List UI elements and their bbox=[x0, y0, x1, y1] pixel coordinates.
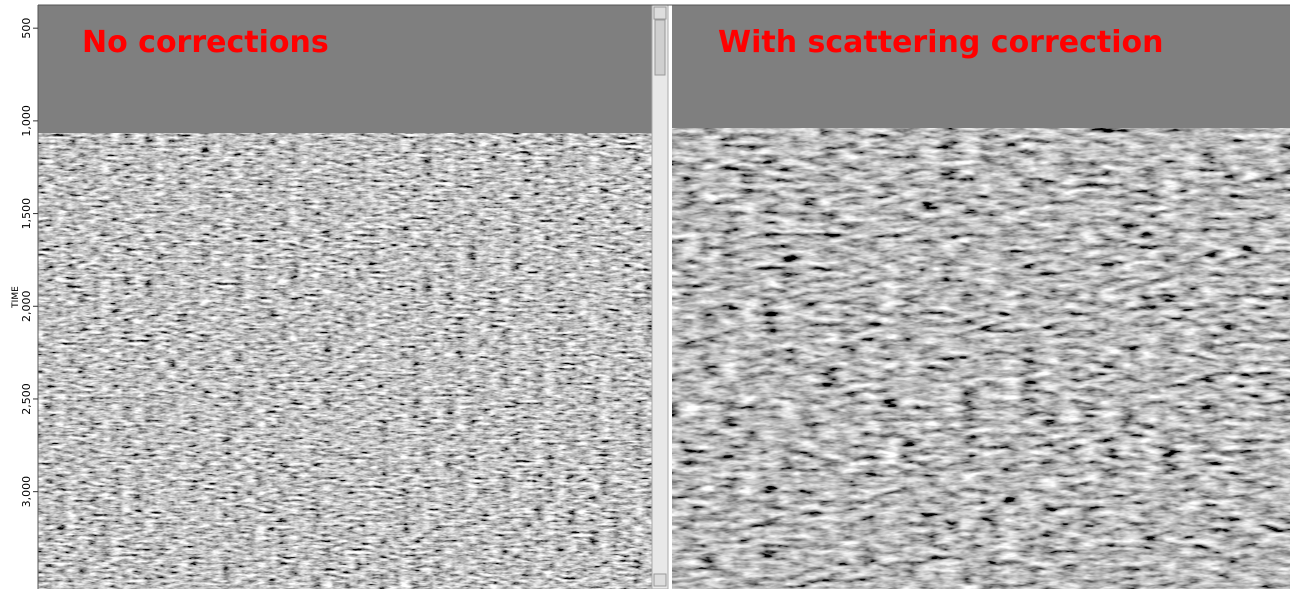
viewer-canvas: No corrections With scattering correctio… bbox=[0, 0, 1290, 589]
tick-label: 3,000 bbox=[20, 476, 33, 508]
scroll-thumb[interactable] bbox=[655, 20, 665, 75]
tick-label: 1,500 bbox=[20, 198, 33, 230]
tick-label: 2,500 bbox=[20, 383, 33, 415]
scroll-down[interactable] bbox=[654, 574, 666, 586]
scrollbar[interactable] bbox=[652, 5, 668, 589]
tick-label: 500 bbox=[20, 18, 33, 39]
panel-title: With scattering correction bbox=[718, 25, 1164, 60]
tick-label: 1,000 bbox=[20, 105, 33, 137]
seismic-section bbox=[38, 133, 652, 589]
panel-title: No corrections bbox=[82, 25, 329, 60]
seismic-section bbox=[672, 128, 1290, 589]
seismic-viewer: No corrections With scattering correctio… bbox=[0, 0, 1290, 589]
scroll-up[interactable] bbox=[654, 7, 666, 19]
tick-label: 2,000 bbox=[20, 291, 33, 323]
